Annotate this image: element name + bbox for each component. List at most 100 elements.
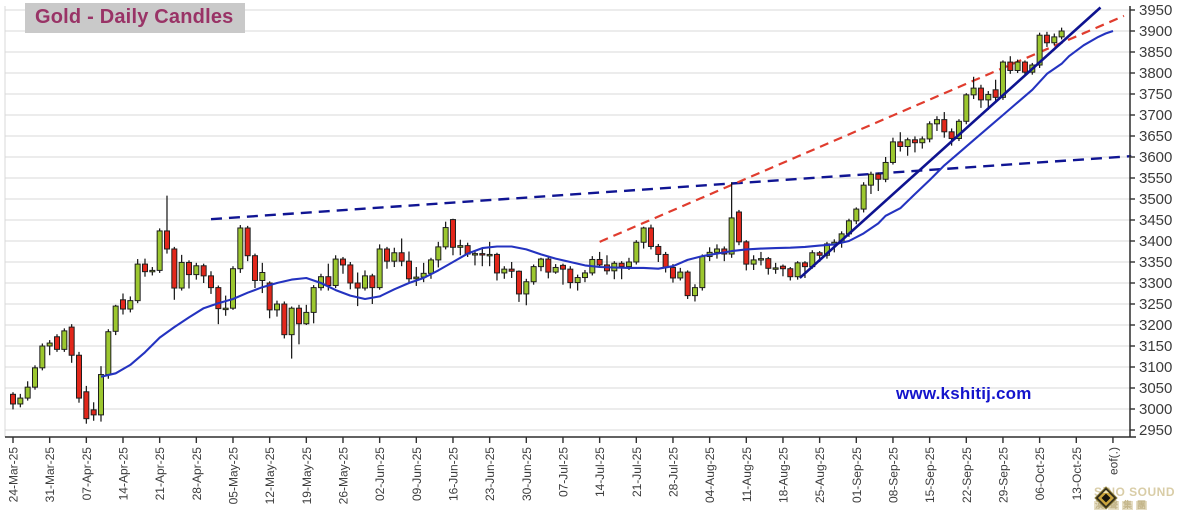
y-axis-tick-label: 3750 [1139, 86, 1172, 103]
candle-up [882, 161, 889, 180]
candle-up [39, 345, 46, 369]
candle-down [948, 131, 955, 140]
candle-up [530, 266, 537, 283]
candle-up [625, 261, 632, 268]
candle-up [127, 300, 134, 310]
candle-down [325, 276, 332, 287]
candle-up [581, 272, 588, 279]
x-axis-tick-label: 09-Jun-25 [410, 447, 424, 501]
candle-up [1014, 61, 1021, 71]
candle-up [955, 120, 962, 140]
x-axis-tick-label: 04-Aug-25 [703, 447, 717, 503]
candle-down [354, 282, 361, 289]
candle-up [1051, 36, 1058, 44]
x-axis-tick-label: 19-May-25 [300, 447, 314, 505]
y-axis-tick-label: 3600 [1139, 149, 1172, 166]
candle-down [1007, 61, 1014, 71]
candle-down [10, 393, 16, 405]
candle-down [383, 248, 390, 262]
candle-down [1021, 61, 1028, 73]
trendline-navy-dashed-support [210, 154, 1132, 221]
candle-up [963, 94, 970, 122]
x-axis-tick-label: 12-May-25 [263, 447, 277, 505]
x-axis-tick-label: 15-Sep-25 [923, 447, 937, 503]
candle-up [889, 141, 896, 163]
candle-down [801, 262, 808, 268]
x-axis-tick-label: 06-Oct-25 [1033, 447, 1047, 501]
candle-up [904, 139, 911, 147]
candle-up [413, 276, 420, 280]
x-axis-tick-label: 21-Jul-25 [630, 447, 644, 497]
candle-up [288, 307, 295, 336]
x-axis-tick-label: 23-Jun-25 [483, 447, 497, 501]
candle-down [200, 265, 207, 277]
y-axis-tick-label: 3700 [1139, 107, 1172, 124]
x-axis-tick-label: 07-Jul-25 [556, 447, 570, 497]
candle-down [669, 266, 676, 279]
candle-down [515, 270, 522, 295]
candle-up [46, 342, 53, 347]
candle-down [53, 336, 60, 350]
candle-up [1036, 34, 1043, 66]
candle-up [860, 184, 867, 210]
candle-up [105, 331, 112, 376]
y-axis-tick-label: 3150 [1139, 338, 1172, 355]
candle-up [427, 259, 434, 274]
candle-down [68, 326, 75, 356]
moving-average-line [100, 30, 1114, 378]
candle-down [992, 89, 999, 98]
x-axis-tick-label: 31-Mar-25 [43, 447, 57, 503]
x-axis-tick-label: 02-Jun-25 [373, 447, 387, 501]
candle-down [618, 262, 625, 268]
x-axis-tick-label: 26-May-25 [336, 447, 350, 505]
candle-up [178, 261, 185, 289]
x-axis-tick-label: 22-Sep-25 [960, 447, 974, 503]
candle-up [537, 258, 544, 268]
candle-up [259, 272, 266, 281]
kshitij-watermark-link[interactable]: www.kshitij.com [896, 384, 1032, 403]
x-axis-tick-label: 28-Jul-25 [666, 447, 680, 497]
candle-down [787, 268, 794, 278]
candle-down [295, 307, 302, 325]
candle-down [493, 253, 500, 274]
y-axis-tick-label: 3900 [1139, 23, 1172, 40]
candle-down [244, 227, 251, 257]
x-axis-tick-label: eof(.) [1106, 447, 1120, 475]
x-axis-tick-label: 11-Aug-25 [740, 447, 754, 502]
candle-up [772, 267, 779, 270]
candle-up [728, 217, 735, 255]
candle-down [171, 248, 178, 289]
y-axis-tick-label: 3200 [1139, 317, 1172, 334]
trendline-red-dashed-rising [599, 14, 1125, 243]
candle-up [574, 277, 581, 284]
trendlines-back [210, 14, 1132, 243]
candle-down [779, 265, 786, 270]
ma-polyline [100, 30, 1114, 378]
candle-down [1043, 34, 1050, 44]
candle-up [926, 123, 933, 140]
logo-cn-char: 聲 [1108, 499, 1120, 511]
candle-down [897, 141, 904, 148]
candle-up [853, 208, 860, 222]
candle-up [149, 269, 156, 273]
candle-up [391, 252, 398, 262]
candle-up [61, 330, 68, 350]
logo-cn-char: 團 [1136, 499, 1148, 511]
candle-up [361, 275, 368, 289]
candle-up [31, 367, 38, 388]
candle-up [471, 253, 478, 256]
candle-up [229, 268, 236, 309]
candle-up [970, 87, 977, 96]
candle-up [501, 268, 508, 274]
trendline-navy-solid-rising [798, 6, 1102, 279]
candle-up [332, 258, 339, 287]
candle-down [207, 275, 214, 289]
candle-down [743, 241, 750, 265]
y-axis-tick-label: 3250 [1139, 296, 1172, 313]
x-axis-tick-label: 25-Aug-25 [813, 447, 827, 503]
candle-down [816, 252, 823, 256]
candle-up [933, 119, 940, 125]
y-axis-tick-label: 3500 [1139, 191, 1172, 208]
